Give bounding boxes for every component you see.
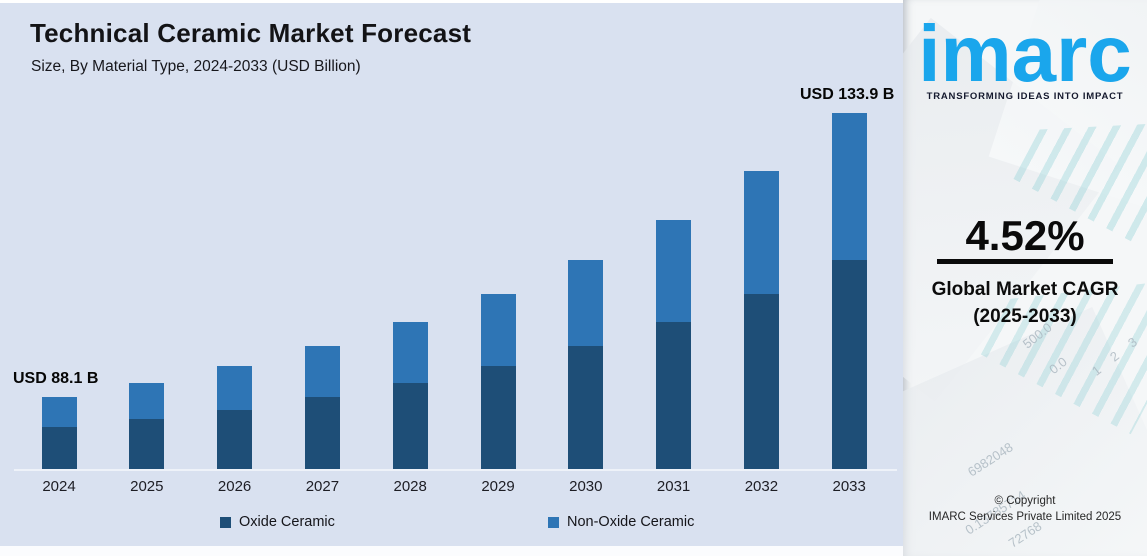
watermark-number: 6982048: [964, 439, 1016, 480]
bar-2033-non-oxide-segment: [831, 113, 867, 261]
bar-2030-non-oxide-segment: [568, 260, 604, 346]
bar-2024: [41, 397, 77, 469]
bar-2024-non-oxide-segment: [41, 397, 77, 428]
x-tick-2025: 2025: [130, 478, 164, 495]
bar-2031-oxide-segment: [656, 322, 692, 469]
bar-2029-non-oxide-segment: [480, 294, 516, 367]
bar-2030: [568, 260, 604, 469]
bar-2026-oxide-segment: [217, 410, 253, 469]
bar-2026-non-oxide-segment: [217, 366, 253, 411]
cagr-period: (2025-2033): [973, 306, 1077, 327]
x-tick-2029: 2029: [481, 478, 515, 495]
bar-2028-oxide-segment: [392, 383, 428, 469]
bar-2033-oxide-segment: [831, 260, 867, 469]
x-tick-2033: 2033: [832, 478, 866, 495]
cagr-underline: [937, 259, 1113, 264]
brand-panel: 500.0 0.0 1 2 3 4 6982048 0.13785714 727…: [903, 0, 1147, 556]
cagr-value: 4.52%: [965, 212, 1085, 259]
bar-2027-non-oxide-segment: [304, 346, 340, 398]
page-title: Technical Ceramic Market Forecast: [30, 18, 472, 48]
bar-2031: [656, 220, 692, 469]
bar-2029-oxide-segment: [480, 366, 516, 469]
bar-2026: [217, 366, 253, 469]
bar-2032-oxide-segment: [743, 294, 779, 469]
watermark-number: 0.0: [1046, 354, 1070, 377]
bar-2027: [304, 346, 340, 469]
bar-2032-non-oxide-segment: [743, 171, 779, 295]
bar-2029: [480, 294, 516, 469]
bar-2031-non-oxide-segment: [656, 220, 692, 323]
bar-2033: [831, 113, 867, 469]
x-tick-2030: 2030: [569, 478, 603, 495]
bar-2027-oxide-segment: [304, 397, 340, 469]
x-tick-2027: 2027: [305, 478, 340, 495]
plot-area: 2024 2025 2026 2027 2028 2029 2030 2031 2032 2033: [14, 113, 897, 495]
copyright-line2: IMARC Services Private Limited 2025: [928, 511, 1122, 524]
legend-label-non-oxide-ceramic: Non-Oxide Ceramic: [567, 514, 695, 530]
bar-2025: [129, 382, 165, 469]
bar-2024-oxide-segment: [41, 427, 77, 469]
legend-swatch-non-oxide-ceramic: [548, 516, 559, 528]
value-label-2033: USD 133.9 B: [800, 86, 895, 103]
value-label-2024: USD 88.1 B: [13, 370, 99, 387]
legend-item-non-oxide-ceramic: Non-Oxide Ceramic: [548, 514, 694, 530]
legend-swatch-oxide-ceramic: [220, 516, 231, 528]
bar-2025-oxide-segment: [129, 418, 165, 469]
copyright-line1: © Copyright: [994, 495, 1056, 507]
bar-2030-oxide-segment: [568, 345, 604, 469]
legend-label-oxide-ceramic: Oxide Ceramic: [239, 514, 335, 530]
chart-subtitle: Size, By Material Type, 2024-2033 (USD B…: [31, 58, 361, 75]
bar-2032: [743, 171, 779, 469]
bar-2028: [392, 322, 428, 469]
x-axis-line: [14, 469, 897, 471]
cagr-label: Global Market CAGR: [931, 279, 1119, 300]
x-tick-2026: 2026: [217, 478, 252, 495]
x-tick-2032: 2032: [744, 478, 779, 495]
bar-2028-non-oxide-segment: [392, 322, 428, 384]
x-tick-2028: 2028: [393, 478, 427, 495]
copyright: © Copyright IMARC Services Private Limit…: [903, 493, 1147, 525]
legend-item-oxide-ceramic: Oxide Ceramic: [220, 514, 335, 530]
imarc-tagline: TRANSFORMING IDEAS INTO IMPACT: [926, 91, 1124, 102]
chart-region: Technical Ceramic Market Forecast Size, …: [0, 0, 903, 556]
x-tick-2031: 2031: [656, 478, 691, 495]
imarc-logo: imarc: [918, 9, 1132, 98]
x-tick-2024: 2024: [42, 478, 76, 495]
bar-2025-non-oxide-segment: [129, 382, 165, 419]
